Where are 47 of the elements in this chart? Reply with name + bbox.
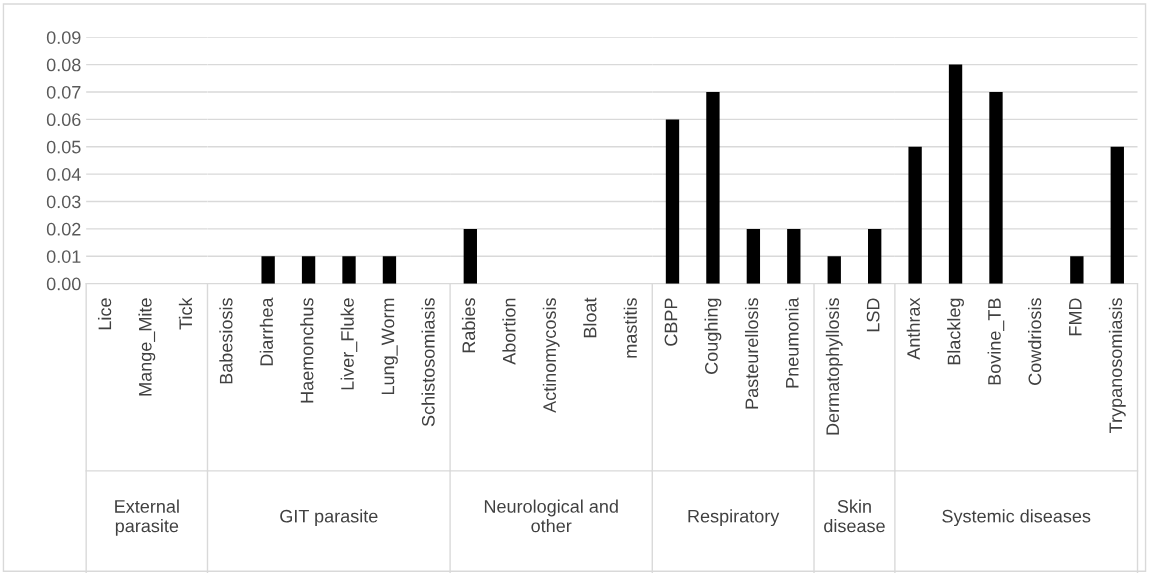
y-tick-label: 0.05 xyxy=(46,140,81,154)
y-tick-label: 0.07 xyxy=(46,85,81,99)
x-axis-title: Skin disease xyxy=(824,499,885,533)
x-tick-label: Dermatophyllosis xyxy=(825,298,843,435)
x-tick-label: LSD xyxy=(866,298,880,332)
x-tick-label: Babesiosis xyxy=(219,298,233,384)
x-tick-label: Lice xyxy=(97,298,112,330)
y-tick-label: 0.04 xyxy=(46,168,81,181)
x-tick-label: Actinomycosis xyxy=(542,298,560,413)
y-tick-label: 0.03 xyxy=(46,195,81,209)
y-tick-label: 0.00 xyxy=(46,277,81,291)
x-tick-label: Coughing xyxy=(704,298,722,374)
x-axis-title: External parasite xyxy=(115,499,179,536)
x-tick-label: Mange_Mite xyxy=(138,298,156,396)
x-axis-title: GIT parasite xyxy=(280,509,378,527)
x-tick-label: Trypanosomiasis xyxy=(1108,298,1126,433)
x-tick-label: Blackleg xyxy=(947,298,964,365)
x-tick-label: CBPP xyxy=(664,298,678,346)
x-tick-label: Haemonchus xyxy=(300,298,314,403)
x-tick-label: Bloat xyxy=(583,297,597,338)
x-tick-label: Lung_Worm xyxy=(381,298,398,395)
x-tick-label: Diarrhea xyxy=(259,297,273,366)
x-tick-label: FMD xyxy=(1069,298,1082,336)
x-tick-label: Liver_Fluke xyxy=(340,298,358,390)
y-tick-label: 0.09 xyxy=(46,31,81,44)
bar xyxy=(989,92,1003,284)
bar xyxy=(908,146,922,284)
y-tick-label: 0.08 xyxy=(46,58,81,72)
y-tick-label: 0.02 xyxy=(46,222,81,236)
bar xyxy=(1110,146,1124,284)
x-tick-label: Rabies xyxy=(461,298,476,353)
y-tick-label: 0.01 xyxy=(46,250,81,263)
bar xyxy=(1070,256,1084,284)
x-tick-label: Anthrax xyxy=(906,297,920,360)
x-tick-label: Tick xyxy=(178,297,193,330)
x-tick-label: mastitis xyxy=(623,298,637,358)
x-tick-label: Pneumonia xyxy=(785,297,799,388)
x-axis-title: Neurological and other xyxy=(484,499,618,533)
x-tick-label: Pasteurellosis xyxy=(744,298,759,409)
x-tick-label: Schistosomiasis xyxy=(421,298,435,427)
y-tick-label: 0.06 xyxy=(46,113,81,127)
x-tick-label: Bovine_TB xyxy=(987,298,1005,385)
bar xyxy=(948,64,963,284)
x-axis-title: Systemic diseases xyxy=(942,509,1091,527)
x-axis-title: Respiratory xyxy=(688,509,780,527)
x-tick-label: Cowdriosis xyxy=(1028,298,1042,385)
x-tick-label: Abortion xyxy=(502,298,516,365)
